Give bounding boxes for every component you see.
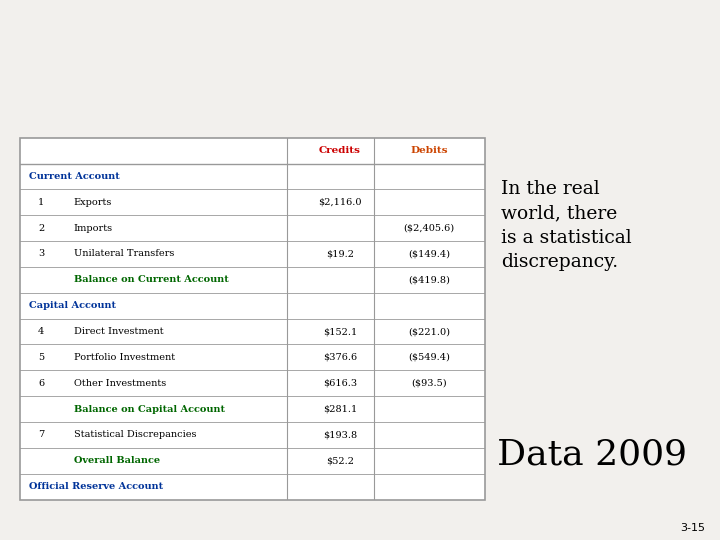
Text: Overall Balance: Overall Balance	[73, 456, 160, 465]
Text: ($549.4): ($549.4)	[408, 353, 450, 362]
Text: Exports: Exports	[73, 198, 112, 207]
Text: Imports: Imports	[73, 224, 113, 233]
Text: Balance on Current Account: Balance on Current Account	[73, 275, 228, 285]
Text: 5: 5	[38, 353, 44, 362]
Text: Statistical Discrepancies: Statistical Discrepancies	[73, 430, 196, 440]
Text: $616.3: $616.3	[323, 379, 357, 388]
Text: 7: 7	[38, 430, 44, 440]
Text: ($149.4): ($149.4)	[408, 249, 450, 259]
Text: ($419.8): ($419.8)	[408, 275, 450, 285]
Text: ($2,405.6): ($2,405.6)	[404, 224, 455, 233]
Text: Official Reserve Account: Official Reserve Account	[29, 482, 163, 491]
Text: Capital Account: Capital Account	[29, 301, 115, 310]
Text: Balance on Capital Account: Balance on Capital Account	[73, 404, 225, 414]
Text: $376.6: $376.6	[323, 353, 357, 362]
Text: $2,116.0: $2,116.0	[318, 198, 361, 207]
Text: Credits: Credits	[319, 146, 361, 155]
Text: ($93.5): ($93.5)	[412, 379, 447, 388]
Text: $281.1: $281.1	[323, 404, 357, 414]
Text: Debits: Debits	[410, 146, 448, 155]
Text: Current Account: Current Account	[29, 172, 120, 181]
Text: U.S. Balance of Payments Data 2009: U.S. Balance of Payments Data 2009	[20, 437, 687, 471]
Text: 1: 1	[38, 198, 44, 207]
Text: ($221.0): ($221.0)	[408, 327, 450, 336]
Text: Unilateral Transfers: Unilateral Transfers	[73, 249, 174, 259]
Text: $19.2: $19.2	[326, 249, 354, 259]
Text: $52.2: $52.2	[326, 456, 354, 465]
Text: $193.8: $193.8	[323, 430, 357, 440]
Text: 2: 2	[38, 224, 44, 233]
Text: 3-15: 3-15	[680, 523, 706, 534]
Text: $152.1: $152.1	[323, 327, 357, 336]
Text: In the real
world, there
is a statistical
discrepancy.: In the real world, there is a statistica…	[501, 180, 631, 271]
Text: Direct Investment: Direct Investment	[73, 327, 163, 336]
Text: 3: 3	[38, 249, 44, 259]
Text: Portfolio Investment: Portfolio Investment	[73, 353, 175, 362]
Text: 6: 6	[38, 379, 44, 388]
Text: Other Investments: Other Investments	[73, 379, 166, 388]
Text: 4: 4	[38, 327, 44, 336]
